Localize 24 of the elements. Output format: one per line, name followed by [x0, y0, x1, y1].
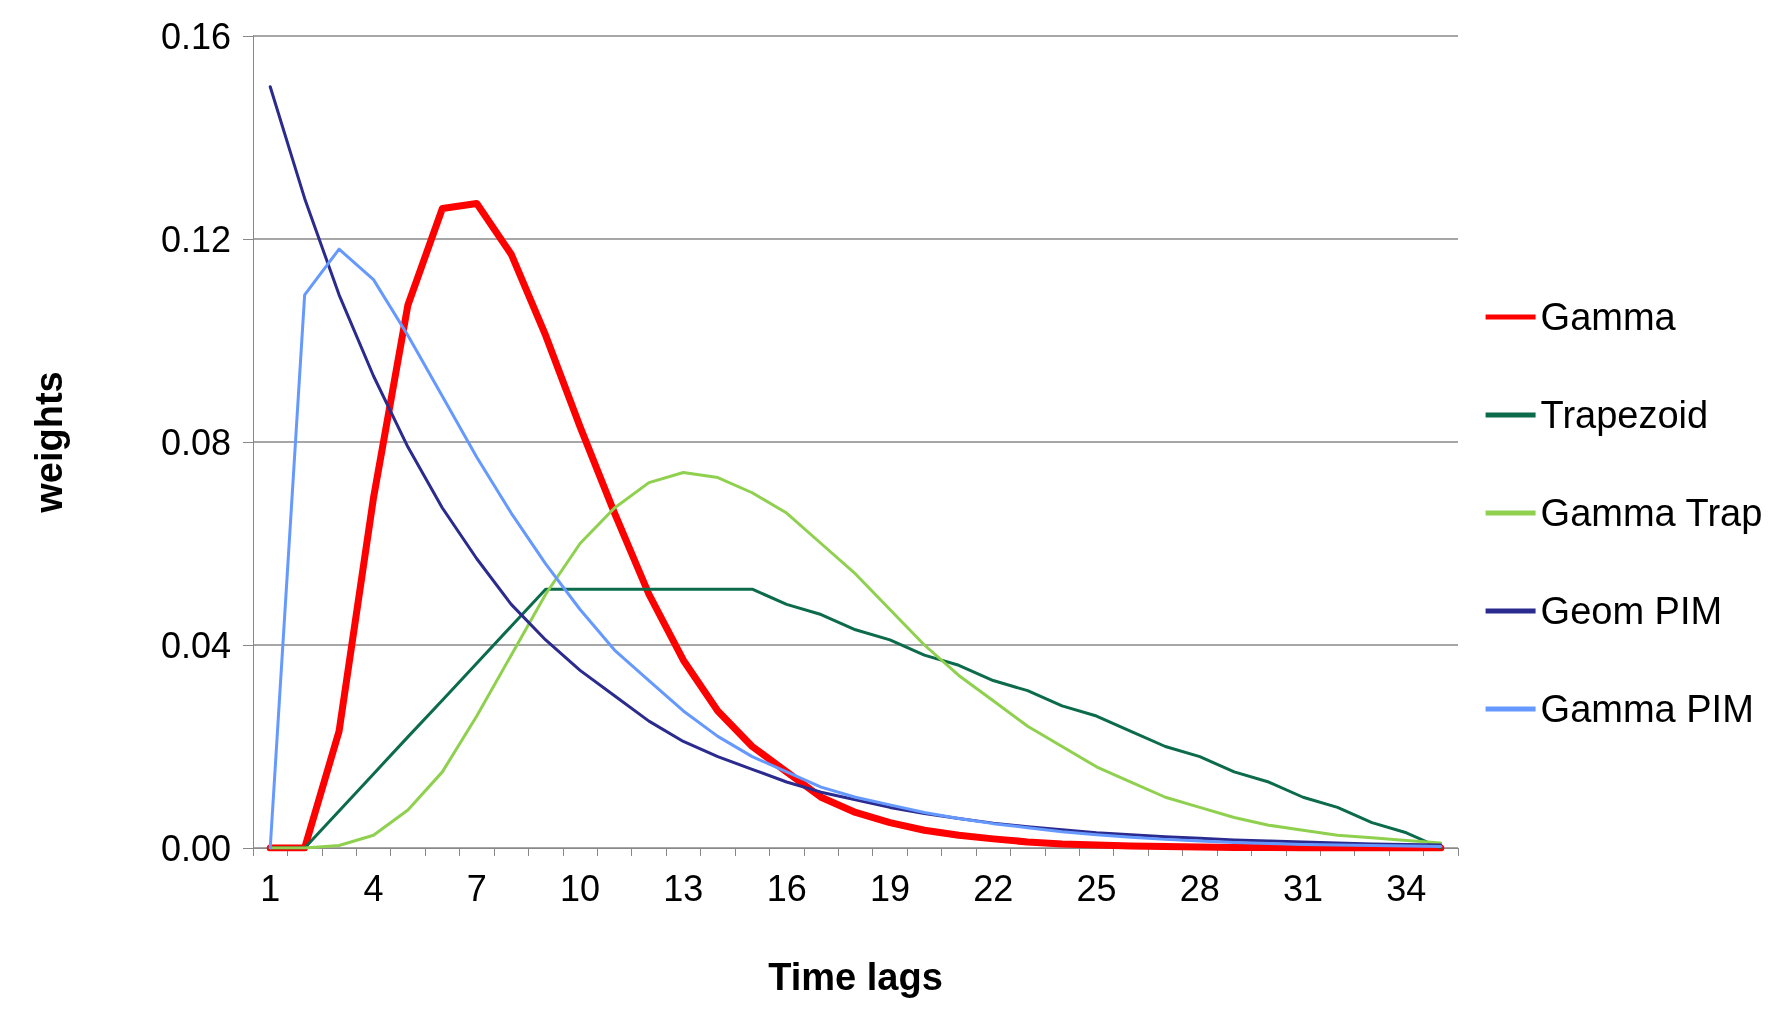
x-tick-label: 28 [1179, 867, 1220, 909]
x-tick-label: 13 [663, 867, 704, 909]
x-tick-label: 25 [1076, 867, 1117, 909]
y-tick-label: 0.00 [160, 827, 231, 869]
x-tick-label: 34 [1386, 867, 1427, 909]
y-tick-label: 0.16 [160, 15, 231, 57]
legend-label: Gamma Trap [1540, 492, 1763, 534]
legend-label: Geom PIM [1540, 590, 1723, 632]
x-tick-label: 10 [560, 867, 601, 909]
x-tick-label: 7 [466, 867, 487, 909]
legend-label: Trapezoid [1540, 394, 1709, 436]
x-tick-label: 31 [1283, 867, 1324, 909]
legend-label: Gamma [1540, 296, 1677, 338]
y-axis-title: weights [28, 371, 70, 514]
x-tick-label: 4 [363, 867, 384, 909]
y-tick-label: 0.04 [160, 624, 231, 666]
y-tick-label: 0.08 [160, 421, 231, 463]
x-axis-title: Time lags [768, 956, 943, 998]
x-tick-label: 19 [869, 867, 910, 909]
x-tick-label: 16 [766, 867, 807, 909]
x-tick-label: 1 [260, 867, 281, 909]
x-tick-label: 22 [973, 867, 1014, 909]
legend-label: Gamma PIM [1540, 688, 1754, 730]
y-tick-label: 0.12 [160, 218, 231, 260]
